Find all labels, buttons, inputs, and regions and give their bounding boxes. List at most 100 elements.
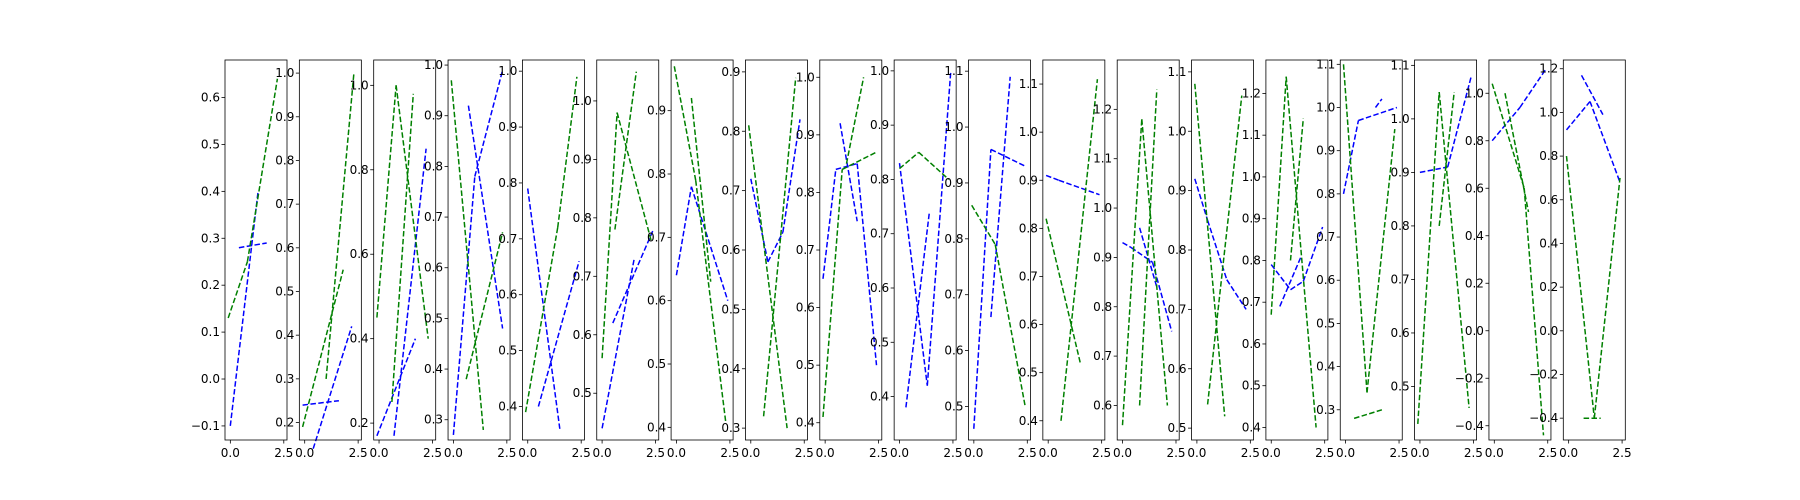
x-tick-label: 0.0 bbox=[816, 446, 835, 460]
x-tick-label: 0.0 bbox=[295, 446, 314, 460]
x-tick-label: 2.5 bbox=[1315, 446, 1334, 460]
x-tick-label: 0.0 bbox=[1262, 446, 1281, 460]
y-tick-label: 0.6 bbox=[1242, 337, 1261, 351]
y-tick-label: 0.4 bbox=[201, 184, 220, 198]
x-tick-label: 2.5 bbox=[1538, 446, 1557, 460]
x-tick-label: 0.0 bbox=[1039, 446, 1058, 460]
axes-frame bbox=[596, 59, 660, 441]
y-tick-label: 0.7 bbox=[796, 243, 815, 257]
y-tick-label: 1.0 bbox=[1391, 112, 1410, 126]
y-tick-label: 0.8 bbox=[721, 124, 740, 138]
y-tick-label: 0.2 bbox=[350, 416, 369, 430]
x-tick-label: 0.0 bbox=[1113, 446, 1132, 460]
series-line-green bbox=[1285, 76, 1317, 428]
series-line-green bbox=[673, 66, 697, 181]
x-tick-label: 2.5 bbox=[274, 446, 293, 460]
axes-frame bbox=[819, 59, 883, 441]
y-tick-label: 0.7 bbox=[1242, 295, 1261, 309]
y-tick-label: 1.0 bbox=[1465, 86, 1484, 100]
y-tick-label: 1.0 bbox=[796, 70, 815, 84]
x-tick-label: 0.0 bbox=[1485, 446, 1504, 460]
y-tick-label: 0.9 bbox=[1242, 212, 1261, 226]
subplot-13: 0.60.70.80.91.01.11.20.0 2.5 bbox=[1093, 59, 1186, 460]
x-tick-label: 2.5 bbox=[1166, 446, 1185, 460]
y-tick-label: 0.9 bbox=[1093, 250, 1112, 264]
x-tick-label: 0.0 bbox=[444, 446, 463, 460]
series-line-blue bbox=[690, 186, 729, 301]
y-tick-label: 0.5 bbox=[944, 399, 963, 413]
y-tick-label: 1.2 bbox=[1242, 86, 1261, 100]
series-line-blue bbox=[898, 163, 929, 386]
y-tick-label: 0.9 bbox=[1316, 144, 1335, 158]
y-tick-label: 0.9 bbox=[1391, 165, 1410, 179]
y-tick-label: 0.4 bbox=[1465, 229, 1484, 243]
y-tick-label: 0.7 bbox=[424, 210, 443, 224]
series-line-blue bbox=[1138, 227, 1158, 288]
series-line-blue bbox=[1419, 166, 1448, 174]
axes-frame bbox=[745, 59, 808, 441]
y-tick-label: 0.8 bbox=[424, 159, 443, 173]
subplot-11: 0.50.60.70.80.91.01.10.0 2.5 bbox=[944, 59, 1037, 460]
axes-frame bbox=[224, 59, 288, 441]
series-line-green bbox=[694, 180, 727, 422]
y-tick-label: 0.4 bbox=[1019, 414, 1038, 428]
series-line-blue bbox=[312, 326, 353, 449]
axes-frame bbox=[1265, 59, 1329, 441]
y-tick-label: 1.2 bbox=[1093, 102, 1112, 116]
y-tick-label: 0.7 bbox=[1316, 230, 1335, 244]
x-tick-label: 2.5 bbox=[572, 446, 591, 460]
y-tick-label: 0.5 bbox=[275, 284, 294, 298]
y-tick-label: 0.8 bbox=[1093, 300, 1112, 314]
series-line-green bbox=[614, 71, 638, 230]
y-tick-label: 1.2 bbox=[1539, 62, 1558, 76]
series-line-green bbox=[1206, 95, 1243, 405]
series-line-green bbox=[1045, 218, 1082, 364]
y-tick-label: 0.5 bbox=[1019, 366, 1038, 380]
subplot-7: 0.40.50.60.70.80.90.0 2.5 bbox=[647, 59, 739, 460]
y-tick-label: 1.1 bbox=[1242, 128, 1261, 142]
y-tick-label: 0.9 bbox=[944, 176, 963, 190]
axes-frame bbox=[298, 59, 362, 441]
series-line-blue bbox=[839, 123, 858, 222]
y-tick-label: 0.8 bbox=[350, 163, 369, 177]
y-tick-label: 1.0 bbox=[1019, 125, 1038, 139]
series-line-green bbox=[1565, 156, 1596, 419]
series-line-green bbox=[1491, 83, 1525, 189]
y-tick-label: 0.6 bbox=[944, 344, 963, 358]
series-line-blue bbox=[238, 242, 267, 249]
axes-frame bbox=[1339, 59, 1403, 441]
y-tick-label: 0.6 bbox=[1093, 398, 1112, 412]
x-tick-label: 0.0 bbox=[221, 446, 240, 460]
series-line-green bbox=[1504, 93, 1530, 213]
series-line-green bbox=[690, 97, 712, 282]
y-tick-label: 1.0 bbox=[1316, 101, 1335, 115]
series-line-blue bbox=[1491, 107, 1521, 142]
x-tick-label: 2.5 bbox=[349, 446, 368, 460]
y-tick-label: 0.6 bbox=[796, 301, 815, 315]
y-tick-label: 0.9 bbox=[424, 109, 443, 123]
series-line-blue bbox=[822, 169, 837, 279]
x-tick-label: 2.5 bbox=[1613, 446, 1632, 460]
series-line-green bbox=[376, 85, 397, 318]
axes-frame bbox=[670, 59, 734, 441]
y-tick-label: −0.4 bbox=[1455, 419, 1484, 433]
y-tick-label: 0.7 bbox=[1093, 349, 1112, 363]
series-line-blue bbox=[1302, 226, 1324, 282]
y-tick-label: −0.2 bbox=[1529, 367, 1558, 381]
series-line-blue bbox=[1122, 241, 1132, 249]
y-tick-label: 0.7 bbox=[275, 197, 294, 211]
y-tick-label: 0.4 bbox=[1539, 236, 1558, 250]
y-tick-label: 0.4 bbox=[721, 362, 740, 376]
y-tick-label: 0.7 bbox=[498, 232, 517, 246]
y-tick-label: 0.8 bbox=[275, 153, 294, 167]
series-line-blue bbox=[905, 211, 931, 408]
series-line-blue bbox=[675, 186, 693, 276]
x-tick-label: 2.5 bbox=[646, 446, 665, 460]
y-tick-label: 0.6 bbox=[201, 91, 220, 105]
x-tick-label: 0.0 bbox=[1187, 446, 1206, 460]
series-line-blue bbox=[467, 105, 504, 329]
y-tick-label: 0.6 bbox=[647, 294, 666, 308]
y-tick-label: 0.6 bbox=[1465, 181, 1484, 195]
y-tick-label: 0.8 bbox=[870, 172, 889, 186]
x-tick-label: 0.0 bbox=[667, 446, 686, 460]
